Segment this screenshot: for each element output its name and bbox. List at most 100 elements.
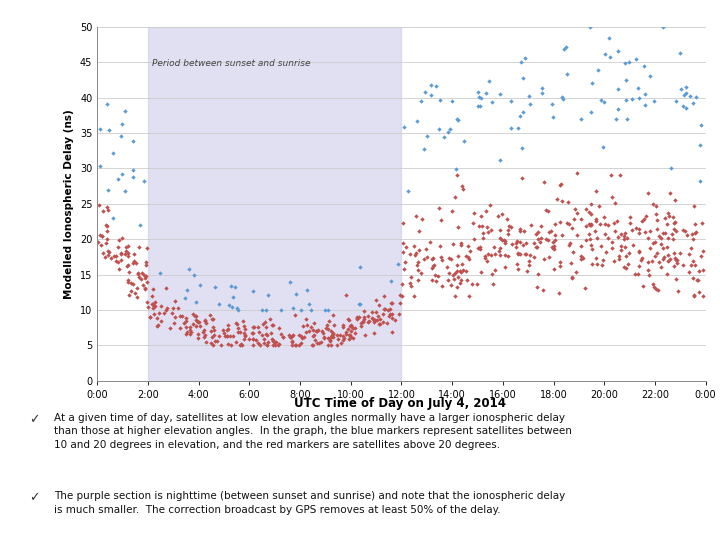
Point xyxy=(669,248,680,257)
Point xyxy=(591,234,603,243)
Point xyxy=(554,258,566,266)
Point xyxy=(487,279,499,288)
Point xyxy=(149,302,161,310)
Point xyxy=(534,237,546,246)
Point xyxy=(190,322,202,331)
Point xyxy=(384,309,396,318)
Point xyxy=(482,227,494,236)
Point xyxy=(652,249,663,258)
Point xyxy=(618,263,630,272)
Point xyxy=(369,315,381,324)
Point xyxy=(305,322,317,331)
Point xyxy=(654,258,665,266)
Point xyxy=(670,226,681,235)
Point xyxy=(94,201,105,210)
Point xyxy=(620,96,631,104)
Point xyxy=(156,316,167,325)
Point xyxy=(122,275,133,284)
Point xyxy=(345,333,356,341)
Point xyxy=(383,312,395,320)
Point xyxy=(443,269,454,278)
Point xyxy=(488,243,500,252)
Point xyxy=(132,284,143,292)
Point xyxy=(127,137,139,145)
Point xyxy=(503,222,515,231)
Point xyxy=(502,225,513,234)
Point xyxy=(295,332,307,341)
Point xyxy=(267,341,279,350)
Point xyxy=(95,125,107,133)
Point xyxy=(301,286,312,295)
Point xyxy=(236,341,248,350)
Text: ✓: ✓ xyxy=(29,413,40,426)
Point xyxy=(355,322,366,330)
Point xyxy=(462,275,473,284)
Point xyxy=(644,227,656,235)
Point xyxy=(318,334,329,342)
Point xyxy=(695,177,706,186)
Point xyxy=(547,112,559,121)
Point xyxy=(598,143,609,152)
Point xyxy=(554,218,565,226)
Point xyxy=(130,259,142,267)
Point xyxy=(555,180,567,188)
Point xyxy=(537,285,549,294)
Point xyxy=(148,304,159,313)
Point xyxy=(325,333,336,342)
Point xyxy=(452,251,464,260)
Point xyxy=(284,333,296,341)
Point xyxy=(577,253,589,262)
Point xyxy=(565,259,577,268)
Point xyxy=(168,319,180,327)
Point xyxy=(556,231,567,239)
Point xyxy=(523,257,535,266)
Point xyxy=(207,341,218,350)
Point xyxy=(107,148,119,157)
Point xyxy=(373,320,384,329)
Point xyxy=(243,335,255,343)
Point xyxy=(499,250,510,259)
Point xyxy=(297,334,308,343)
Point xyxy=(648,97,660,105)
Point xyxy=(399,257,410,266)
Point xyxy=(94,161,106,170)
Point xyxy=(615,241,626,250)
Point xyxy=(392,260,403,268)
Point xyxy=(447,270,459,279)
Point xyxy=(272,341,284,349)
Point xyxy=(502,230,513,238)
Point xyxy=(667,235,679,244)
Point xyxy=(672,256,683,265)
Point xyxy=(697,265,708,274)
Point xyxy=(657,228,669,237)
Point xyxy=(199,315,211,324)
Point xyxy=(96,231,108,240)
Point xyxy=(566,224,577,233)
Point xyxy=(621,114,633,123)
Point xyxy=(140,272,152,280)
Point xyxy=(451,283,462,292)
Point xyxy=(635,256,647,265)
Point xyxy=(445,254,456,263)
Point xyxy=(127,280,139,288)
Point xyxy=(125,278,136,287)
Point xyxy=(655,240,667,248)
Point xyxy=(323,334,334,343)
Point xyxy=(404,278,415,287)
Point xyxy=(652,286,664,294)
Point xyxy=(116,256,127,265)
Point xyxy=(199,333,210,342)
Point xyxy=(199,330,210,339)
Point xyxy=(572,208,583,217)
Point xyxy=(634,94,645,103)
Point xyxy=(495,90,506,98)
Point xyxy=(181,314,192,322)
Point xyxy=(426,264,438,273)
Point xyxy=(531,283,543,292)
Point xyxy=(204,311,216,320)
Point xyxy=(337,336,348,345)
Point xyxy=(590,253,602,262)
Point xyxy=(546,100,558,109)
Point xyxy=(369,316,380,325)
Point xyxy=(532,227,544,236)
